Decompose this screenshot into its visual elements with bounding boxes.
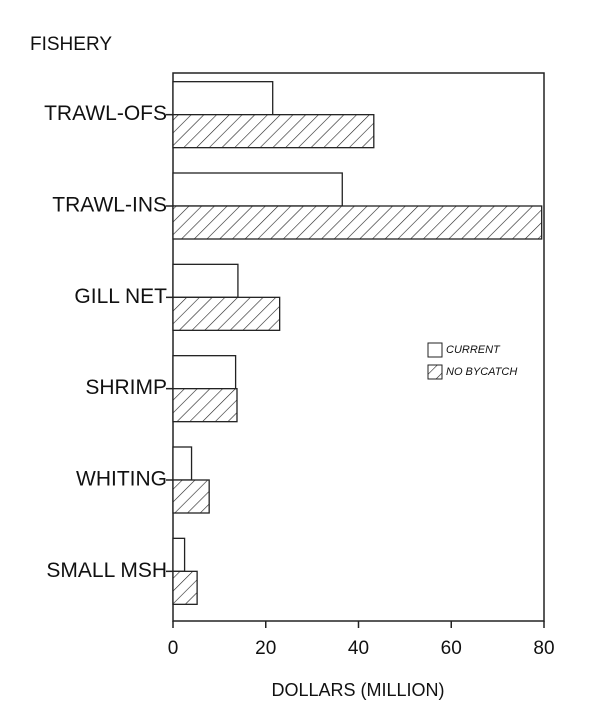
x-tick-label: 0 (168, 638, 179, 659)
bar (172, 388, 238, 423)
y-tick-label: TRAWL-INS (52, 194, 167, 217)
bar (172, 479, 210, 514)
y-tick-label: GILL NET (74, 285, 167, 308)
bar (172, 114, 375, 149)
x-tick-label: 80 (533, 638, 554, 659)
y-tick-label: SMALL MSH (46, 559, 167, 582)
y-tick-label: WHITING (76, 468, 167, 491)
bar (172, 172, 343, 207)
x-axis-label: DOLLARS (MILLION) (271, 680, 444, 700)
y-axis-label: FISHERY (30, 34, 112, 55)
bar (172, 296, 281, 331)
legend-label: CURRENT (446, 344, 501, 356)
bar (172, 537, 186, 572)
bar (172, 355, 237, 390)
y-tick-label: SHRIMP (85, 376, 167, 399)
bar (172, 570, 198, 605)
bar (172, 205, 543, 240)
x-tick-label: 60 (441, 638, 462, 659)
x-tick-label: 20 (255, 638, 276, 659)
bar (172, 81, 274, 116)
legend-swatch (427, 364, 443, 380)
legend-swatch (427, 342, 443, 358)
x-tick-label: 40 (348, 638, 369, 659)
bar (172, 446, 193, 481)
y-tick-label: TRAWL-OFS (44, 102, 167, 125)
bar (172, 263, 239, 298)
legend-label: NO BYCATCH (446, 366, 517, 378)
